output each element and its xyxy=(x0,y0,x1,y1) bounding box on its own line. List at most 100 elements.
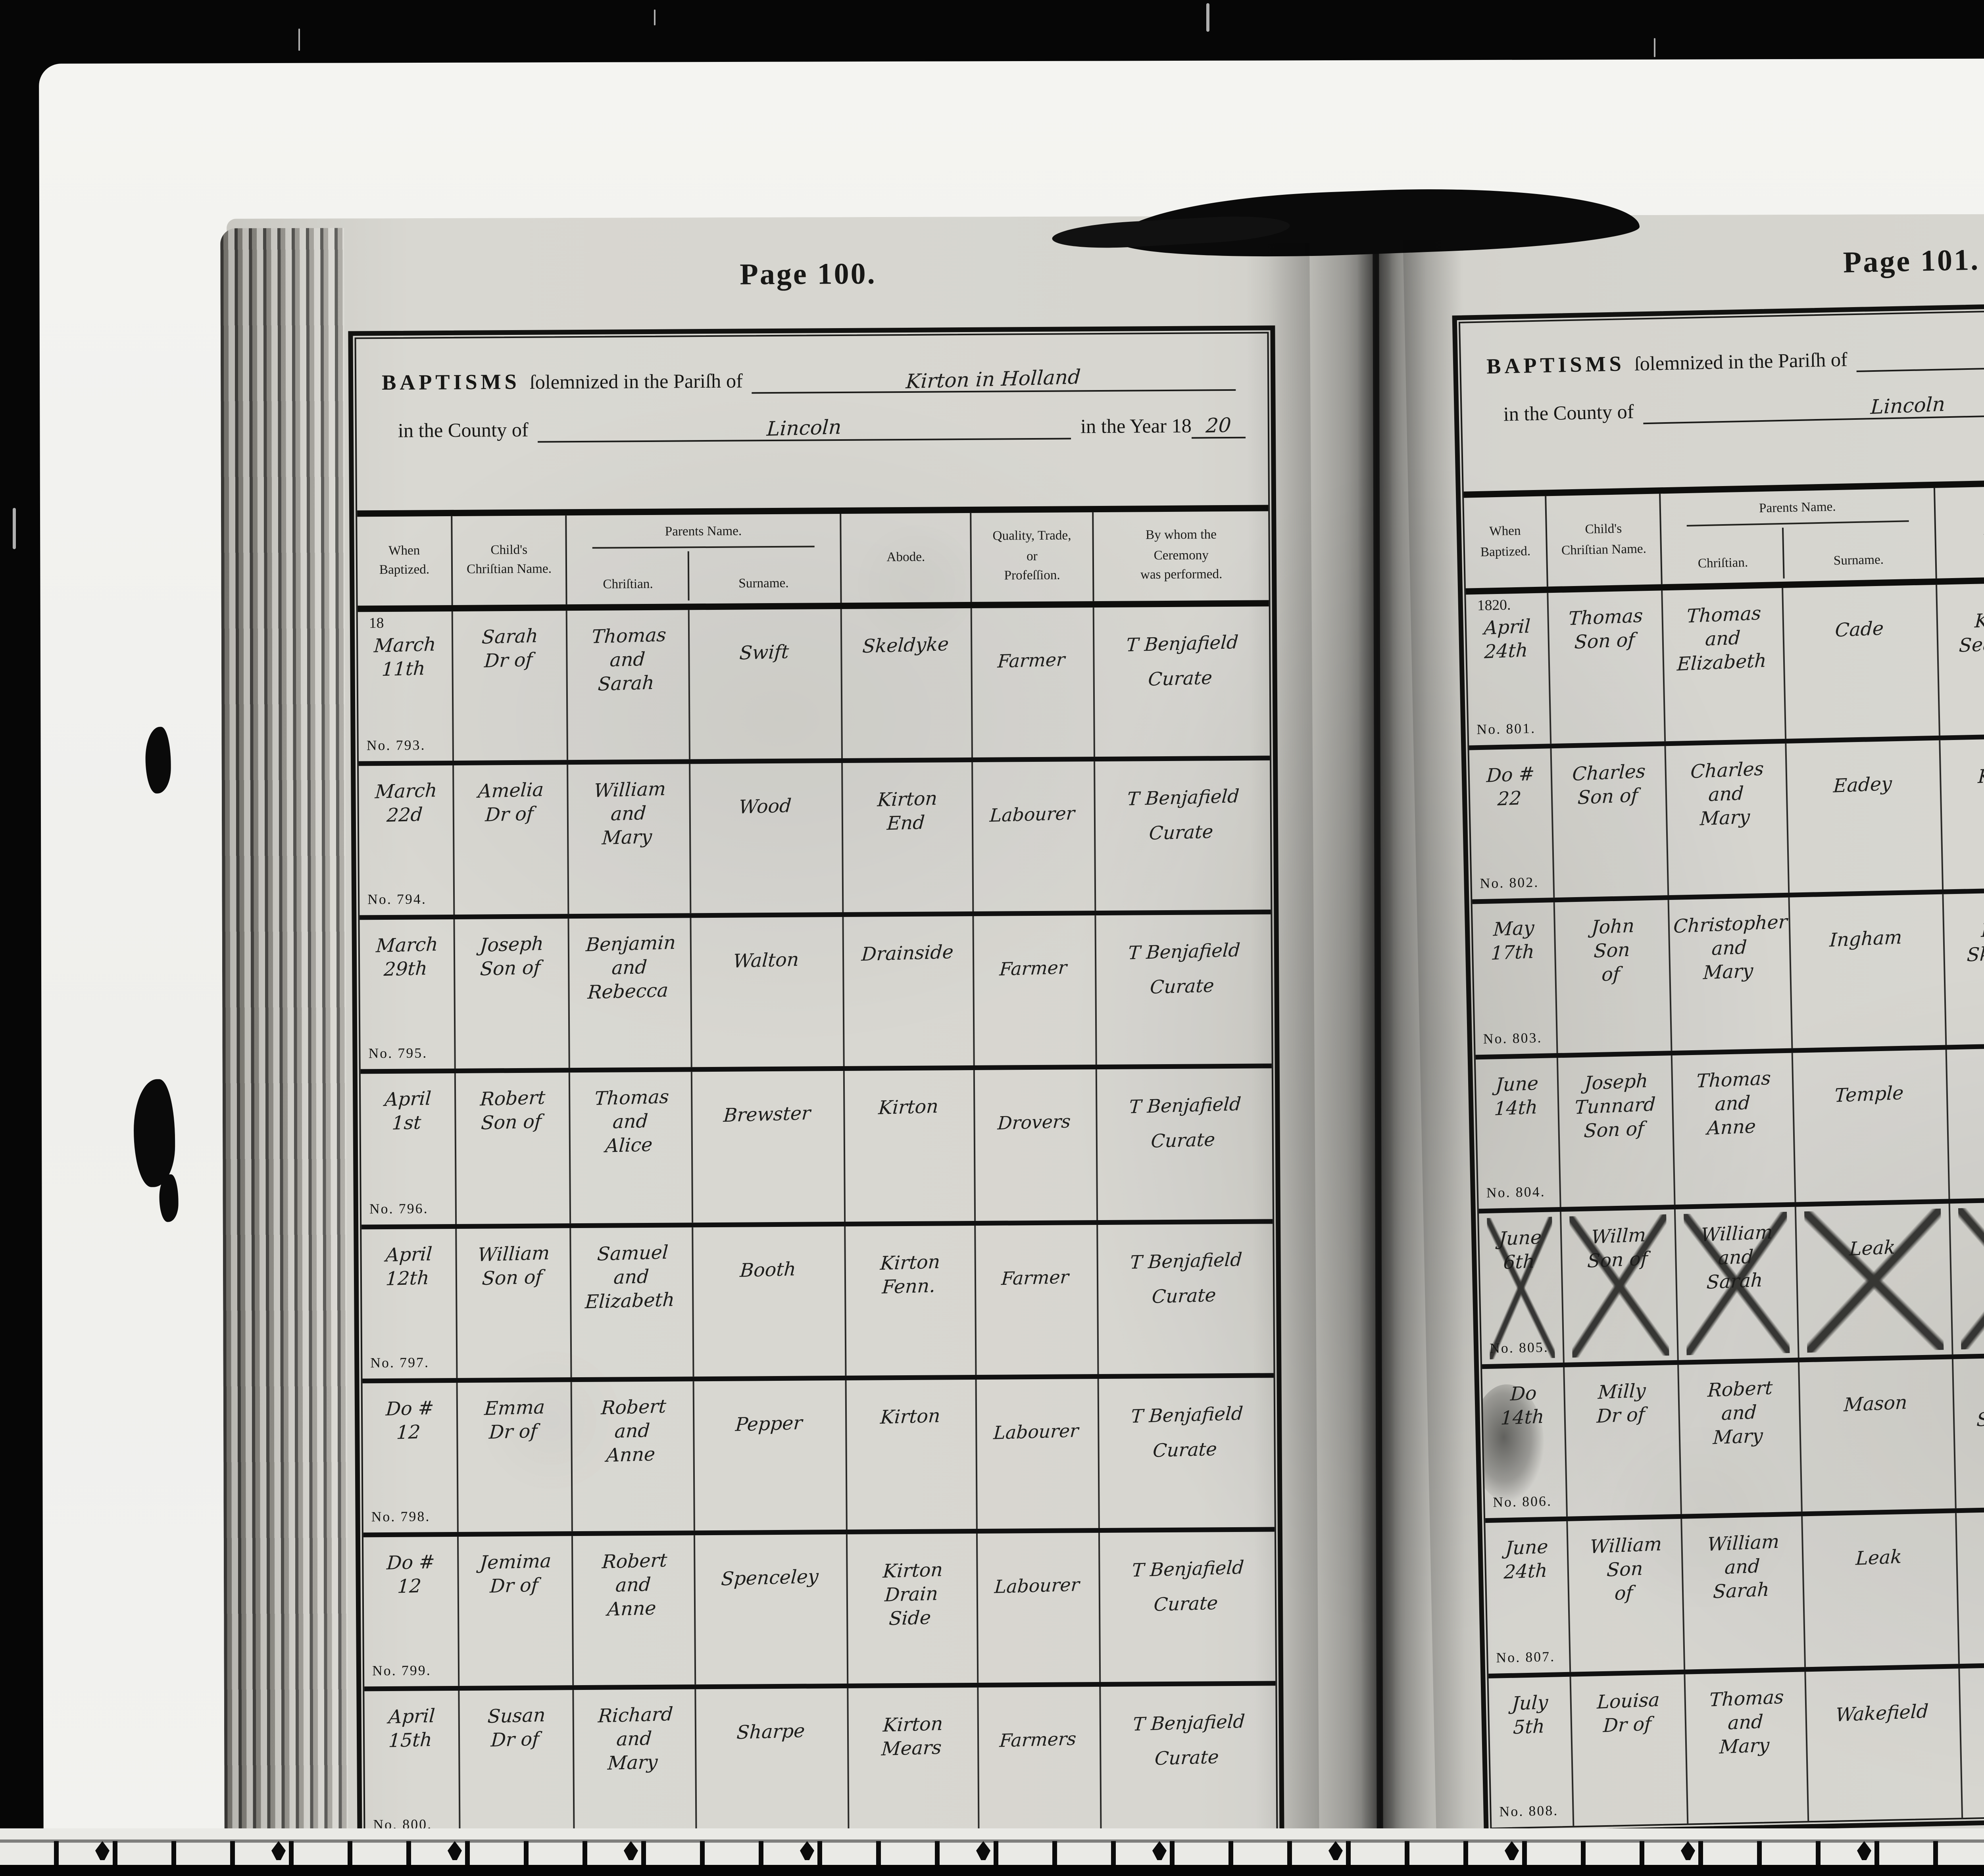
child-name-cell: Louisa Dr of xyxy=(1571,1673,1689,1826)
child-name-handwriting: Joseph Tunnard Son of xyxy=(1574,1069,1656,1142)
abode-handwriting: Kirton Fenn. xyxy=(879,1249,941,1298)
abode-handwriting: Kirton Sea Dyke xyxy=(1958,607,1984,657)
county-handwriting: Lincoln xyxy=(1870,392,1946,419)
film-scratch xyxy=(1206,3,1209,32)
when-baptized-cell: May 17th No. 803. xyxy=(1472,902,1558,1054)
register-row: March 29th No. 795. Joseph Son of Benjamin … xyxy=(360,910,1272,1070)
quality-handwriting: Farmer xyxy=(1001,1265,1070,1289)
surname-handwriting: Swift xyxy=(738,640,790,664)
col-parents-name: Parents Name. Chriſtian. Surname. xyxy=(1661,488,1937,584)
when-baptized-cell: March 22d No. 794. xyxy=(359,765,455,916)
when-date-handwriting: April 15th xyxy=(388,1704,436,1752)
measurement-ruler xyxy=(0,1828,1984,1876)
child-name-cell: Sarah Dr of xyxy=(453,611,569,761)
page-edges-left xyxy=(220,228,348,1876)
register-row: April 12th No. 797. William Son of Samuel a… xyxy=(361,1218,1274,1378)
child-name-cell: Emma Dr of xyxy=(458,1381,573,1532)
entry-number: No. 793. xyxy=(366,737,426,753)
abode-handwriting: Kirton Skeldyke xyxy=(1976,1404,1984,1430)
quality-handwriting: Farmers xyxy=(999,1727,1077,1752)
parents-christian-cell: William and Sarah xyxy=(1682,1516,1806,1669)
abode-handwriting: Kirton xyxy=(879,1404,941,1428)
when-baptized-cell: April 1st No. 796. xyxy=(360,1074,457,1224)
abode-cell: Kirton Skeldyke xyxy=(1944,891,1984,1044)
surname-cell: Pepper xyxy=(694,1380,848,1530)
entry-number: No. 802. xyxy=(1480,874,1539,892)
quality-cell: Farmers xyxy=(979,1686,1102,1837)
parents-divider xyxy=(592,546,814,550)
child-name-handwriting: Willm Son of xyxy=(1587,1224,1648,1272)
surname-handwriting: Sharpe xyxy=(736,1719,806,1743)
header-year-prefix: in the Year 18 xyxy=(1080,415,1192,438)
child-name-handwriting: William Son of xyxy=(1589,1532,1663,1605)
abode-handwriting: Kirton End xyxy=(1977,762,1984,787)
surname-handwriting: Cade xyxy=(1834,617,1884,642)
child-name-cell: William Son of xyxy=(457,1227,572,1378)
abode-cell: Drain Side xyxy=(1947,1046,1984,1199)
child-name-handwriting: Joseph Son of xyxy=(479,932,544,981)
abode-cell: Skeldyke xyxy=(842,608,973,759)
parents-christian-cell: Charles and Mary xyxy=(1666,742,1790,896)
surname-handwriting: Mason xyxy=(1843,1390,1908,1415)
register-row: June 24th No. 807. William Son of William a… xyxy=(1485,1499,1984,1673)
when-date-handwriting: March 29th xyxy=(375,933,439,981)
minister-handwriting: T Benjafield Curate xyxy=(1128,1093,1242,1153)
when-baptized-cell: Do 14th No. 806. xyxy=(1482,1366,1568,1518)
when-baptized-cell: June 6th No. 805. xyxy=(1478,1211,1565,1364)
when-baptized-cell: Do # 12 No. 799. xyxy=(363,1536,460,1686)
when-date-handwriting: March 11th xyxy=(373,633,437,681)
quality-cell: Drovers xyxy=(975,1070,1098,1220)
child-name-cell: Joseph Son of xyxy=(455,919,570,1069)
abode-handwriting: Kirton Skeldyke xyxy=(1966,917,1984,967)
child-name-cell: Jemima Dr of xyxy=(458,1536,574,1686)
col-childs-name: Child's Chriſtian Name. xyxy=(1546,494,1663,587)
surname-cell: Cade xyxy=(1783,584,1940,738)
register-header: BAPTISMS ſolemnized in the Pariſh of Kir… xyxy=(1460,304,1984,492)
abode-handwriting: Kirton Mears xyxy=(1950,1201,1984,1278)
col-parents-surname: Surname. xyxy=(1833,552,1884,567)
minister-handwriting: T Benjafield Curate xyxy=(1129,1247,1243,1307)
minister-cell: T Benjafield Curate xyxy=(1094,606,1270,757)
year-handwriting: 20 xyxy=(1205,413,1232,438)
parish-handwriting: Kirton in Holland xyxy=(906,364,1082,393)
minister-handwriting: T Benjafield Curate xyxy=(1131,1555,1245,1615)
county-handwriting: Lincoln xyxy=(766,414,843,441)
ink-blot xyxy=(145,727,171,794)
abode-cell: Kirton xyxy=(844,1071,976,1221)
parents-handwriting: William and Sarah xyxy=(1707,1530,1780,1603)
child-name-handwriting: Emma Dr of xyxy=(484,1395,546,1443)
child-name-handwriting: Louisa Dr of xyxy=(1596,1688,1660,1736)
parents-christian-cell: Thomas and Mary xyxy=(1685,1671,1809,1824)
abode-cell: Drainside xyxy=(844,916,975,1067)
register-table: BAPTISMS ſolemnized in the Pariſh of Kir… xyxy=(348,325,1284,1849)
when-date-handwriting: April 24th xyxy=(1483,615,1531,663)
minister-handwriting: T Benjafield Curate xyxy=(1130,1401,1244,1461)
when-baptized-cell: April 12th No. 797. xyxy=(361,1228,458,1378)
parents-handwriting: Thomas and Sarah xyxy=(591,623,667,696)
register-row: April 15th No. 800. Susan Dr of Richard and… xyxy=(364,1680,1277,1841)
abode-handwriting: Drain Side xyxy=(1947,1046,1984,1123)
entry-number: No. 795. xyxy=(368,1045,428,1062)
quality-handwriting: Labourer xyxy=(989,802,1076,827)
parents-christian-cell: William and Sarah xyxy=(1675,1207,1799,1359)
child-name-cell: Robert Son of xyxy=(456,1073,571,1223)
minister-handwriting: T Benjafield Curate xyxy=(1127,785,1240,845)
surname-cell: Walton xyxy=(691,917,845,1068)
entry-number: No. 805. xyxy=(1489,1338,1549,1355)
surname-cell: Eadey xyxy=(1786,739,1944,893)
when-baptized-cell: June 14th No. 804. xyxy=(1475,1057,1561,1209)
abode-handwriting: Kirton Mears xyxy=(1957,1510,1984,1588)
when-date-handwriting: June 24th xyxy=(1503,1535,1549,1584)
minister-cell: T Benjafield Curate xyxy=(1101,1686,1276,1836)
register-book: Page 100. BAPTISMS ſolemnized in the Par… xyxy=(220,180,1984,1876)
parents-handwriting: Robert and Anne xyxy=(600,1394,667,1467)
when-date-handwriting: Do # 12 xyxy=(385,1396,435,1444)
abode-cell: Kirton End xyxy=(1940,736,1984,890)
when-date-handwriting: Do # 12 xyxy=(386,1550,436,1597)
quality-cell: Labourer xyxy=(977,1378,1100,1528)
when-date-handwriting: June 6th xyxy=(1498,1226,1542,1274)
surname-cell: Leak xyxy=(1796,1203,1953,1357)
when-baptized-cell: April 15th No. 800. xyxy=(364,1690,461,1841)
child-name-handwriting: Thomas Son of xyxy=(1568,604,1644,654)
